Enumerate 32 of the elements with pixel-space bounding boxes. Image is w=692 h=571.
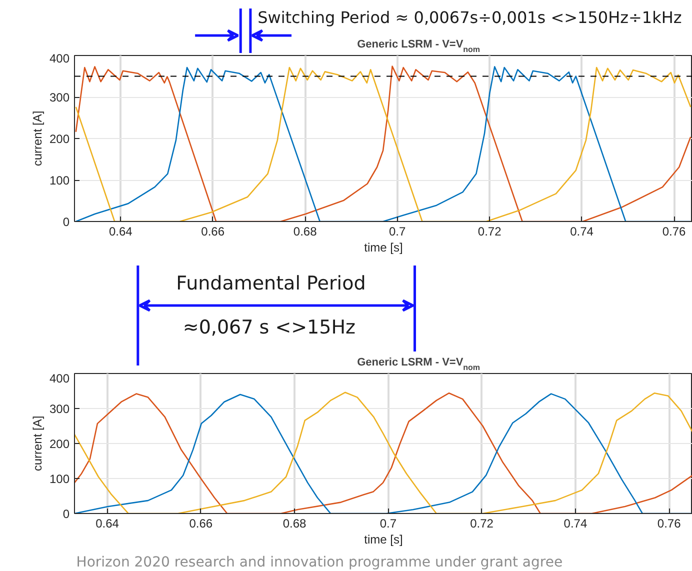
x-tick-label: 0.76 [662, 224, 686, 238]
y-axis-title: current [A] [30, 110, 44, 166]
y-tick-label: 200 [49, 132, 70, 146]
y-tick-label: 200 [49, 437, 70, 451]
x-tick-label: 0.72 [470, 516, 494, 530]
x-tick-label: 0.7 [380, 516, 397, 530]
x-tick-label: 0.76 [657, 516, 682, 530]
x-tick-label: 0.72 [478, 224, 502, 238]
y-tick-label: 300 [49, 90, 70, 104]
y-tick-label: 400 [49, 52, 70, 66]
y-tick-label: 0 [62, 507, 70, 521]
x-tick-label: 0.64 [108, 224, 133, 238]
text: ≈0,067 s <>15Hz [182, 316, 356, 338]
text: Horizon 2020 research and innovation programme under grant agree [76, 554, 563, 570]
y-tick-label: 400 [49, 372, 70, 386]
x-tick-label: 0.64 [96, 516, 120, 530]
text: Fundamental Period [176, 272, 366, 294]
y-tick-label: 0 [62, 215, 70, 229]
x-tick-label: 0.66 [201, 224, 225, 238]
x-axis-title: time [s] [364, 532, 403, 546]
x-tick-label: 0.68 [293, 224, 318, 238]
x-tick-label: 0.74 [570, 224, 594, 238]
x-tick-label: 0.74 [564, 516, 588, 530]
text: Switching Period ≈ 0,0067s÷0,001s <>150Hz÷1kHz [258, 8, 682, 27]
x-tick-label: 0.68 [282, 516, 307, 530]
y-tick-label: 300 [49, 402, 70, 416]
x-tick-label: 0.66 [189, 516, 213, 530]
y-tick-label: 100 [49, 174, 70, 188]
x-tick-label: 0.7 [388, 224, 406, 238]
y-axis-title: current [A] [30, 416, 44, 472]
x-axis-title: time [s] [364, 240, 403, 254]
y-tick-label: 100 [49, 472, 70, 486]
